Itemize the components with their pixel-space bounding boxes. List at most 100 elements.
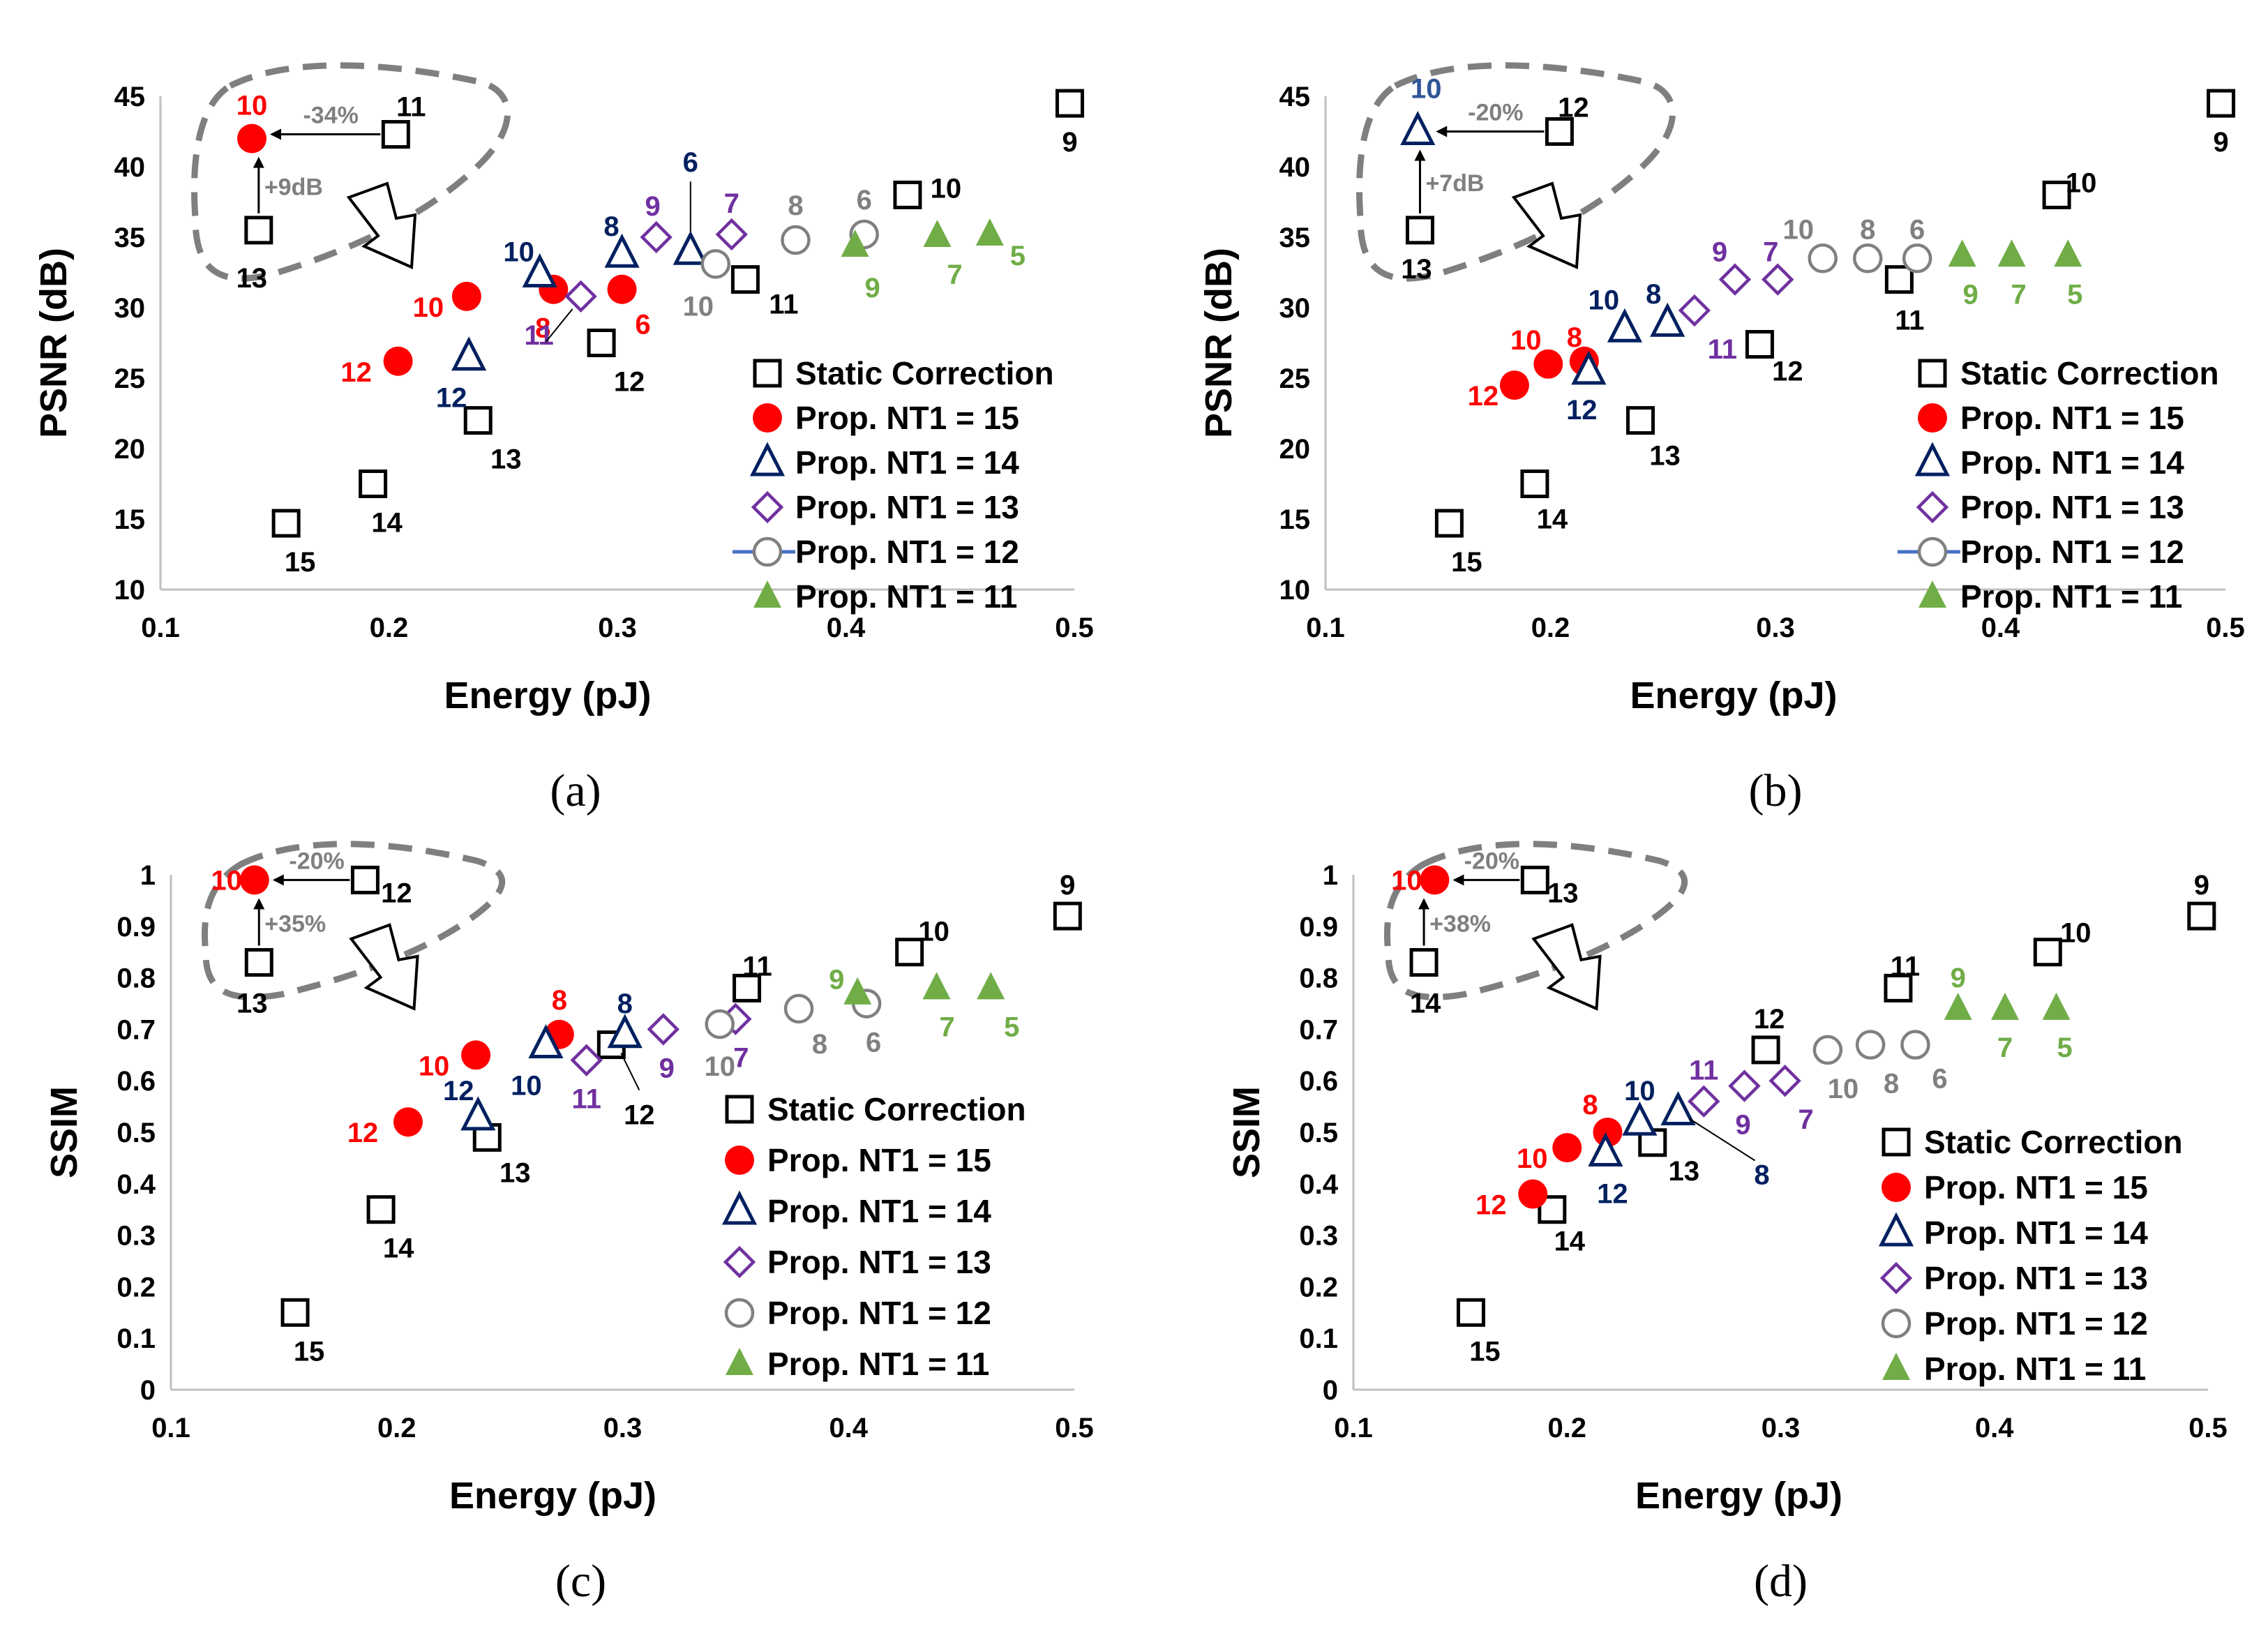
annotation-arrowhead-h (1436, 126, 1448, 137)
y-axis-label: PSNR (dB) (1198, 248, 1240, 438)
legend-label-nt13: Prop. NT1 = 13 (767, 1244, 991, 1280)
series-nt15: 12 10 8 10 (1391, 865, 1623, 1221)
annotation-arrowhead-v (1418, 898, 1430, 910)
point-nt13 (640, 220, 673, 254)
point-nt11 (922, 972, 951, 1000)
point-label-nt14: 12 (436, 383, 467, 414)
point-nt11 (2054, 239, 2082, 267)
point-nt15 (1420, 865, 1450, 895)
legend-marker-static (1882, 1127, 1911, 1157)
point-label-nt15: 12 (347, 1118, 379, 1148)
y-tick-label: 0.8 (117, 963, 156, 994)
annotation-quality: +38% (1429, 910, 1491, 937)
legend-label-nt11: Prop. NT1 = 11 (767, 1346, 989, 1382)
point-label-nt12: 10 (1828, 1074, 1859, 1104)
point-label-static: 11 (1895, 306, 1924, 336)
point-label-nt11: 7 (1997, 1033, 2013, 1063)
point-static (1520, 470, 1549, 498)
point-nt12 (781, 225, 811, 255)
series-static: 9 10 11 12 13 14 15 13 12 (236, 865, 1082, 1367)
point-label-nt15: 10 (211, 865, 243, 896)
point-label-nt15: 8 (552, 985, 567, 1016)
point-label-nt11: 9 (864, 273, 880, 303)
y-tick-label: 40 (114, 152, 146, 183)
point-label-nt12: 6 (1909, 214, 1925, 245)
legend-marker-nt15 (725, 1146, 754, 1175)
series-nt11: 9 7 5 (829, 965, 1019, 1043)
point-label-static: 10 (931, 173, 962, 204)
series-nt11: 9 7 5 (1948, 239, 2082, 310)
legend-label-nt12: Prop. NT1 = 12 (1960, 534, 2184, 570)
point-nt11 (1991, 992, 2020, 1020)
point-static (2187, 901, 2216, 931)
legend-marker-nt11 (1918, 580, 1946, 608)
point-label-static: 10 (918, 917, 949, 947)
x-tick-label: 0.2 (1547, 1413, 1586, 1443)
point-label-nt14: 8 (1754, 1159, 1769, 1190)
x-tick-label: 0.5 (2206, 613, 2245, 643)
y-tick-label: 0.1 (117, 1323, 156, 1354)
annotation-arrowhead-h (270, 128, 281, 140)
legend-marker-nt12 (1917, 536, 1948, 567)
point-label-static: 13 (490, 444, 522, 475)
point-static (1520, 865, 1549, 894)
panel-caption: (c) (555, 1556, 606, 1607)
y-tick-label: 0.5 (117, 1118, 156, 1148)
point-label-static: 13 (1669, 1156, 1700, 1187)
legend-label-static: Static Correction (795, 355, 1054, 391)
legend-marker-nt13 (723, 1245, 756, 1279)
point-label-nt15: 10 (419, 1051, 450, 1081)
legend-label-nt11: Prop. NT1 = 11 (1960, 578, 2182, 615)
legend-marker-nt14 (1914, 442, 1951, 476)
legend-label-nt14: Prop. NT1 = 14 (767, 1193, 991, 1229)
x-tick-label: 0.1 (1306, 613, 1345, 643)
annotation-arrowhead-h (1452, 874, 1464, 886)
point-label-nt13: 7 (733, 1043, 749, 1074)
legend-marker-nt13 (1916, 490, 1949, 524)
x-tick-label: 0.4 (827, 613, 866, 643)
series-nt11: 9 7 5 (841, 218, 1026, 303)
point-nt13 (715, 218, 748, 251)
legend-marker-nt15 (1918, 403, 1947, 433)
point-nt14 (1400, 111, 1436, 145)
point-label-static: 12 (1754, 1004, 1785, 1035)
legend-marker-nt13 (1879, 1261, 1913, 1295)
point-nt13 (1762, 263, 1794, 296)
series-static: 9 10 11 12 13 14 15 13 11 (236, 89, 1084, 578)
y-tick-label: 0.9 (1299, 912, 1338, 943)
chart-panel-b: 0.1 0.2 0.3 0.4 0.5 10 15 20 25 30 35 40 45 Energy (p… (1198, 62, 2245, 816)
legend-label-nt11: Prop. NT1 = 11 (1924, 1351, 2146, 1387)
point-label-nt15: 8 (535, 313, 550, 344)
y-tick-label: 0.7 (117, 1014, 156, 1045)
point-nt14 (528, 1024, 564, 1059)
point-label-nt15: 10 (1391, 865, 1422, 896)
point-label-nt14: 10 (1624, 1076, 1655, 1106)
legend-marker-nt11 (753, 580, 781, 608)
point-nt14 (1588, 1132, 1623, 1167)
point-label-nt13: 11 (1689, 1056, 1718, 1086)
leader-line (620, 1053, 640, 1090)
point-nt15 (451, 281, 481, 311)
point-label-nt11: 5 (1004, 1012, 1019, 1042)
point-static (1545, 117, 1574, 146)
series-nt13: 11 9 7 (1678, 237, 1794, 365)
point-label-nt15: 12 (1475, 1190, 1507, 1221)
point-nt14 (604, 233, 640, 268)
x-axis-label: Energy (pJ) (1630, 675, 1837, 716)
legend-label-nt15: Prop. NT1 = 15 (1960, 400, 2184, 436)
series-nt13: 11 9 7 (1688, 1056, 1814, 1141)
point-label-nt15: 10 (236, 91, 268, 121)
point-nt14 (451, 336, 487, 371)
chart-panel-a: 0.1 0.2 0.3 0.4 0.5 10 15 20 25 30 35 40 45 Energy (p… (33, 62, 1094, 816)
y-axis-label: SSIM (1226, 1086, 1268, 1178)
point-label-static: 14 (1537, 504, 1568, 535)
x-tick-label: 0.3 (603, 1413, 643, 1443)
point-nt12 (1900, 1030, 1930, 1060)
point-label-nt12: 6 (866, 1028, 881, 1058)
legend-marker-static (1918, 359, 1947, 388)
y-tick-label: 20 (1279, 434, 1311, 465)
y-tick-label: 40 (1279, 152, 1311, 183)
point-label-nt12: 6 (1932, 1064, 1947, 1095)
point-label-nt15: 10 (1517, 1143, 1548, 1174)
series-nt14: 12 10 8 (443, 989, 643, 1131)
